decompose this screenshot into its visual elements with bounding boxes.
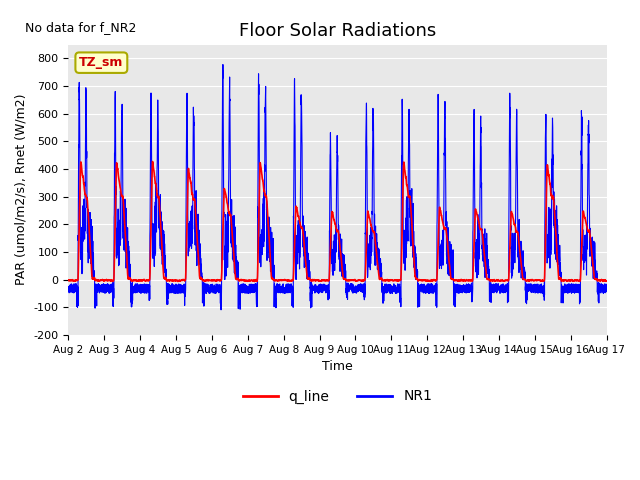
Legend: q_line, NR1: q_line, NR1 <box>237 384 438 409</box>
Title: Floor Solar Radiations: Floor Solar Radiations <box>239 22 436 40</box>
X-axis label: Time: Time <box>322 360 353 373</box>
Text: No data for f_NR2: No data for f_NR2 <box>26 21 137 35</box>
Y-axis label: PAR (umol/m2/s), Rnet (W/m2): PAR (umol/m2/s), Rnet (W/m2) <box>15 94 28 286</box>
Text: TZ_sm: TZ_sm <box>79 56 124 69</box>
